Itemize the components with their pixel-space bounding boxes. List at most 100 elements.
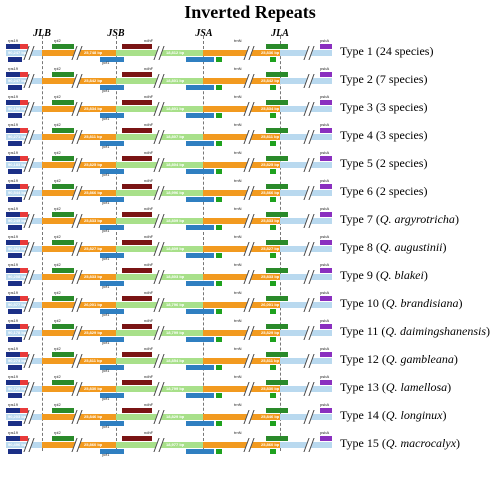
psbA-gene: [320, 100, 332, 105]
ycf1-label: ycf1: [102, 116, 110, 121]
type-label: Type 3 (3 species): [340, 100, 427, 114]
type-name: Type 1: [340, 44, 376, 58]
trnH-gene: [20, 100, 28, 105]
trnH-gene: [20, 436, 28, 441]
rps19-gene: [6, 380, 20, 385]
lsc-segment: [6, 330, 42, 336]
lsc-length-label: 90,208 bp: [8, 274, 27, 279]
trnN-gene: [216, 197, 222, 202]
ycf1-gene: [100, 169, 124, 174]
species-count: (24 species): [375, 44, 434, 58]
trnH-gene: [20, 240, 28, 245]
type-name: Type 2: [340, 72, 376, 86]
paren-open: (: [381, 380, 386, 394]
ira-segment: [203, 274, 280, 280]
junction-label-jsb: JSB: [107, 28, 125, 39]
ycf1-gene-b: [186, 197, 214, 202]
species-name: Q. blakei: [379, 268, 424, 282]
trnN-label: trnN: [234, 38, 242, 43]
paren-open: (: [375, 212, 380, 226]
genome-track: 90,577 bp 26,001 bp 18,796 bp 26,001 bp rps1…: [6, 288, 332, 317]
ir-length-label-b: 25,829 bp: [261, 330, 280, 335]
genome-track: 90,247 bp 25,748 bp 18,812 bp 25,836 bp rps1…: [6, 36, 332, 65]
psbA-label: psbA: [320, 38, 330, 43]
genome-track: 90,544 bp 25,866 bp 18,996 bp 25,866 bp rps1…: [6, 176, 332, 205]
ssc-length-label: 18,996 bp: [166, 190, 185, 195]
rpl2-gene: [52, 44, 74, 49]
type-row: 90,496 bp 25,860 bp 18,977 bp 25,860 bp rps1…: [0, 428, 500, 457]
paren-close: ): [486, 324, 491, 338]
ndhF-gene: [122, 408, 152, 413]
ycf1-gene-b: [186, 449, 214, 454]
figure-title: Inverted Repeats: [184, 2, 316, 22]
rpl2-gene-b: [266, 436, 288, 441]
type-row: 90,183 bp 25,825 bp 18,804 bp 25,825 bp rps1…: [0, 148, 500, 177]
ir-length-label: 25,825 bp: [84, 162, 103, 167]
lsc-segment: [6, 414, 42, 420]
rpl2-gene: [52, 100, 74, 105]
rpl2-gene-b: [266, 44, 288, 49]
ycf1-gene: [100, 421, 124, 426]
ir-length-label-b: 26,001 bp: [261, 302, 280, 307]
rps19-label: rps19: [8, 150, 19, 155]
rps19-gene-b: [8, 309, 22, 314]
ira-segment: [203, 78, 280, 84]
rpl2-gene-b: [266, 296, 288, 301]
ndhF-gene: [122, 212, 152, 217]
ir-length-label: 25,833 bp: [84, 274, 103, 279]
trnH-gene: [20, 296, 28, 301]
rps19-gene: [6, 240, 20, 245]
psbA-gene: [320, 212, 332, 217]
psbA-gene: [320, 324, 332, 329]
psbA-gene: [320, 408, 332, 413]
ssc-length-label: 18,977 bp: [166, 442, 185, 447]
ycf1-gene: [100, 197, 124, 202]
trnN-label: trnN: [234, 430, 242, 435]
psbA-label: psbA: [320, 262, 330, 267]
lsc-length-label: 90,725 bp: [8, 386, 27, 391]
ndhF-gene: [122, 128, 152, 133]
genome-track: 90,274 bp 25,811 bp 18,854 bp 25,811 bp rps1…: [6, 344, 332, 373]
ycf1-gene: [100, 225, 124, 230]
ir-length-label: 25,834 bp: [84, 106, 103, 111]
trnN-gene-b: [270, 197, 276, 202]
rpl2-gene-b: [266, 380, 288, 385]
trnN-gene: [216, 337, 222, 342]
ycf1-label: ycf1: [102, 60, 110, 65]
trnN-gene-b: [270, 421, 276, 426]
type-label: Type 9 (Q. blakei): [340, 268, 428, 282]
species-name: Q. macrocalyx: [385, 436, 457, 450]
genome-track: 90,198 bp 25,834 bp 18,801 bp 25,834 bp rps1…: [6, 92, 332, 121]
ycf1-gene-b: [186, 225, 214, 230]
trnN-gene-b: [270, 113, 276, 118]
paren-open: (: [375, 240, 380, 254]
rps19-gene-b: [8, 57, 22, 62]
ira-segment: [203, 386, 280, 392]
psbA-label: psbA: [320, 346, 330, 351]
ira-segment: [203, 162, 280, 168]
ssc-length-label: 18,799 bp: [166, 330, 185, 335]
rpl2-label: rpl2: [54, 38, 61, 43]
rpl2-label: rpl2: [54, 94, 61, 99]
ssc-length-label: 18,812 bp: [166, 50, 185, 55]
ycf1-gene: [100, 57, 124, 62]
ycf1-gene: [100, 281, 124, 286]
rpl2-label: rpl2: [54, 234, 61, 239]
species-name: Q. lamellosa: [385, 380, 448, 394]
trnN-gene-b: [270, 85, 276, 90]
species-count: (3 species): [375, 100, 428, 114]
trnN-gene-b: [270, 365, 276, 370]
paren-close: ): [454, 212, 459, 226]
rps19-label: rps19: [8, 94, 19, 99]
ira-segment: [203, 442, 280, 448]
ndhF-label: ndhF: [144, 206, 154, 211]
rpl2-gene: [52, 324, 74, 329]
ycf1-gene-b: [186, 253, 214, 258]
ir-length-label-b: 25,811 bp: [261, 358, 280, 363]
junction-label-jla: JLA: [271, 28, 289, 39]
ycf1-gene: [100, 393, 124, 398]
paren-open: (: [381, 296, 386, 310]
lsc-length-label: 90,271 bp: [8, 134, 27, 139]
rpl2-gene-b: [266, 184, 288, 189]
trnN-gene: [216, 365, 222, 370]
